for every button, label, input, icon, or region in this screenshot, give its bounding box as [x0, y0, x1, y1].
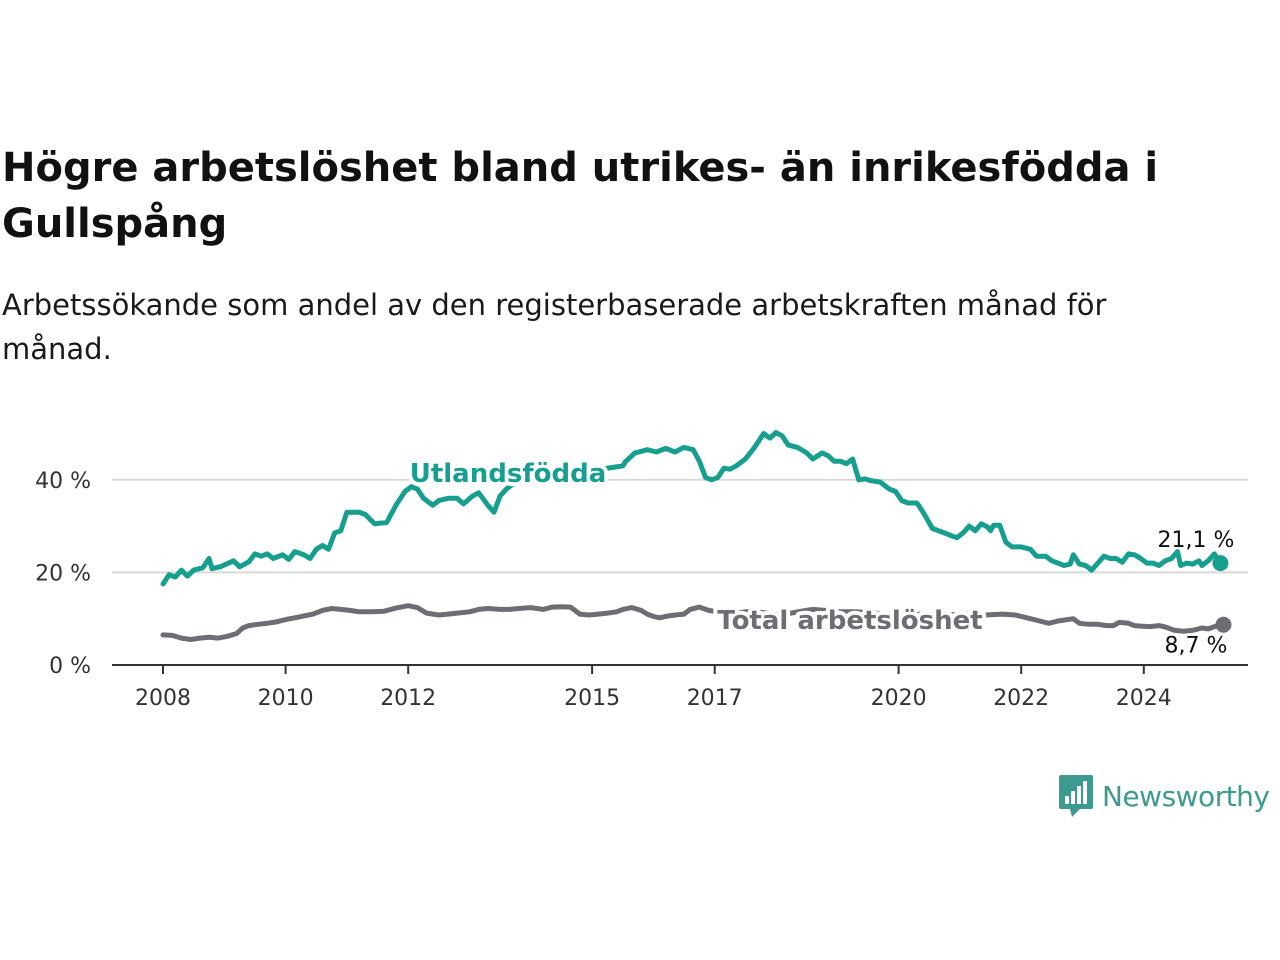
x-tick-label: 2012 [380, 686, 436, 711]
logo-text: Newsworthy [1102, 779, 1270, 813]
series-end-point [1215, 616, 1232, 633]
series-label-halo: Utlandsfödda [410, 459, 607, 489]
x-tick-label: 2010 [258, 686, 314, 711]
series-end-point [1212, 555, 1229, 572]
x-axis-ticks: 2008 2010 2012 2015 2017 2020 2022 2024 [135, 665, 1172, 711]
y-tick-label: 20 % [35, 561, 91, 586]
x-tick-label: 2015 [564, 686, 620, 711]
newsworthy-logo[interactable]: Newsworthy [1058, 774, 1270, 818]
x-tick-label: 2022 [993, 686, 1049, 711]
chart-title: Högre arbetslöshet bland utrikes- än inr… [2, 145, 1159, 247]
y-axis-ticks: 0 % 20 % 40 % [35, 469, 91, 679]
y-tick-label: 40 % [35, 469, 91, 494]
chart-subtitle: Arbetssökande som andel av den registerb… [2, 288, 1107, 366]
x-tick-label: 2024 [1116, 686, 1172, 711]
x-tick-label: 2017 [687, 686, 743, 711]
line-chart: 0 % 20 % 40 % 2008 2010 2012 2015 2017 2020 2022… [35, 430, 1248, 711]
newsworthy-bar-chart-icon [1059, 775, 1093, 817]
series-name-label: Utlandsfödda [410, 459, 607, 489]
x-tick-label: 2008 [135, 686, 191, 711]
y-tick-label: 0 % [49, 654, 91, 679]
series-line-total [160, 603, 1226, 642]
series-label-halo: Total arbetslöshet [717, 606, 982, 636]
series-line-utlandsfodda [160, 430, 1223, 587]
series-end-value-label: 21,1 % [1158, 528, 1235, 553]
gridlines [112, 478, 1248, 574]
x-tick-label: 2020 [871, 686, 927, 711]
series-end-value-label: 8,7 % [1165, 634, 1228, 659]
series-lines [160, 430, 1232, 642]
series-name-label: Total arbetslöshet [717, 606, 982, 636]
